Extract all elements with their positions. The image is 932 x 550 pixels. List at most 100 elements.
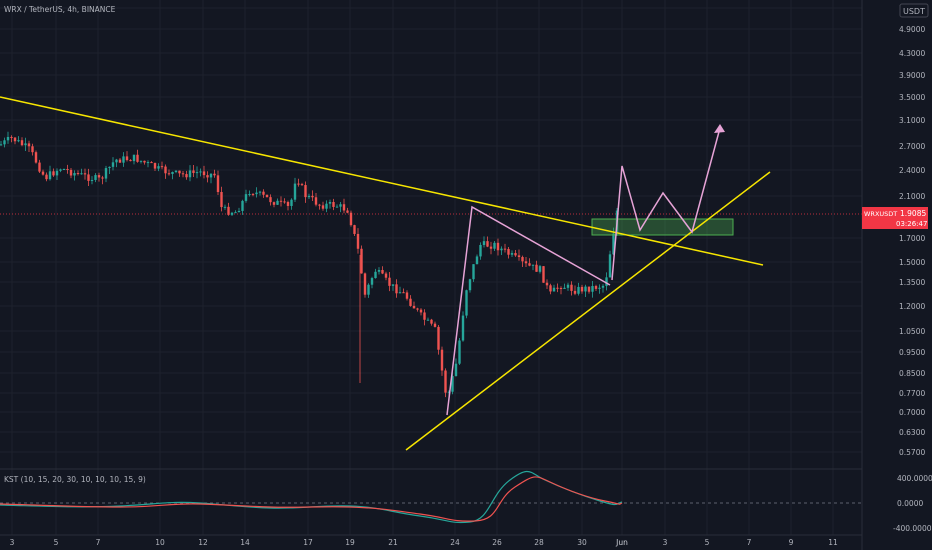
- triangle-pattern[interactable]: [446, 205, 611, 416]
- time-tick: 28: [534, 538, 544, 547]
- candle-body: [430, 319, 433, 324]
- candle-body: [45, 174, 48, 180]
- currency-label: USDT: [903, 7, 925, 16]
- candle-body: [52, 171, 55, 176]
- candle-body: [48, 171, 52, 180]
- candle-body: [542, 266, 545, 283]
- candle-body: [416, 308, 419, 310]
- candle-body: [195, 172, 199, 174]
- candle-body: [409, 298, 412, 306]
- candle-body: [510, 253, 514, 255]
- candle-body: [384, 273, 388, 278]
- candle-body: [129, 160, 132, 162]
- candle-body: [321, 205, 325, 209]
- candle-body: [307, 195, 311, 198]
- candle-body: [451, 376, 454, 392]
- candle-body: [55, 170, 59, 176]
- candle-body: [213, 173, 216, 176]
- candle-body: [80, 173, 83, 175]
- time-axis[interactable]: 3 5 7 10 12 14 17 19 21 24 26 28 30 Jun 3 5 7 9 11: [10, 538, 838, 547]
- candle-body: [265, 194, 269, 198]
- candle-body: [258, 191, 262, 193]
- candle-body: [601, 285, 605, 288]
- candle-body: [584, 286, 587, 292]
- arrow-head-icon: [714, 124, 725, 133]
- candle-body: [465, 290, 468, 316]
- descending-trendline[interactable]: [0, 96, 764, 266]
- candle-body: [192, 170, 195, 173]
- candle-body: [269, 197, 272, 203]
- candle-body: [423, 312, 426, 320]
- kst-tick-zero: 0.0000: [897, 499, 923, 508]
- candle-body: [108, 166, 111, 169]
- price-tick: 3.5000: [899, 93, 925, 102]
- candle-body: [24, 143, 27, 146]
- price-tick: 0.7000: [899, 408, 925, 417]
- candle-body: [157, 166, 160, 169]
- ascending-trendline[interactable]: [405, 171, 771, 451]
- candle-body: [216, 175, 220, 193]
- candle-body: [41, 171, 45, 175]
- candle-body: [202, 171, 206, 176]
- candle-body: [353, 225, 356, 234]
- candle-body: [178, 170, 181, 174]
- candle-body: [38, 162, 41, 172]
- indicator-title: KST (10, 15, 20, 30, 10, 10, 10, 15, 9): [4, 475, 146, 484]
- chart-grid: [0, 0, 862, 535]
- candle-body: [206, 175, 209, 178]
- candle-body: [125, 156, 129, 161]
- kst-tick-top: 400.0000: [897, 474, 932, 483]
- candle-body: [440, 349, 444, 371]
- candle-body: [507, 249, 510, 255]
- price-axis[interactable]: [862, 0, 932, 550]
- price-axis-ticks: 5.4.90004.30003.90003.50003.10002.70002.…: [899, 4, 925, 457]
- time-tick: 12: [198, 538, 208, 547]
- candle-body: [545, 282, 549, 286]
- candle-body: [325, 203, 328, 209]
- candle-body: [34, 152, 38, 163]
- candle-body: [559, 288, 563, 290]
- candle-body: [164, 166, 167, 174]
- time-tick: 5: [705, 538, 710, 547]
- price-tick: 3.1000: [899, 116, 925, 125]
- candle-body: [248, 194, 251, 196]
- candle-body: [59, 169, 62, 171]
- candle-body: [580, 286, 584, 292]
- candle-body: [20, 140, 24, 146]
- candle-body: [472, 264, 475, 280]
- candle-body: [297, 183, 300, 185]
- candle-body: [76, 173, 80, 175]
- candle-body: [496, 242, 500, 251]
- candle-body: [454, 363, 458, 377]
- candle-body: [405, 292, 409, 299]
- candle-body: [283, 201, 286, 203]
- candle-body: [482, 241, 486, 245]
- candle-body: [262, 191, 265, 195]
- candle-body: [251, 194, 255, 196]
- currency-badge[interactable]: [899, 3, 929, 18]
- candle-body: [328, 201, 332, 204]
- candle-body: [528, 263, 531, 266]
- candle-body: [433, 323, 437, 327]
- candle-body: [349, 212, 353, 226]
- candle-body: [0, 144, 3, 146]
- candle-body: [62, 169, 66, 171]
- candle-body: [171, 172, 174, 174]
- price-tick: 1.0500: [899, 327, 925, 336]
- symbol-title: WRX / TetherUS, 4h, BINANCE: [4, 5, 116, 14]
- candle-body: [332, 201, 335, 207]
- candle-body: [223, 206, 227, 208]
- candle-body: [234, 212, 237, 214]
- candle-body: [458, 340, 461, 364]
- candle-body: [412, 305, 416, 309]
- candle-body: [255, 192, 258, 195]
- time-tick: 11: [828, 538, 838, 547]
- candle-body: [524, 261, 528, 264]
- kst-signal-line: [0, 476, 623, 522]
- candle-body: [573, 290, 577, 294]
- projection-path[interactable]: [611, 127, 721, 281]
- time-tick: 9: [789, 538, 794, 547]
- candle-body: [395, 284, 398, 294]
- candle-body: [111, 162, 115, 167]
